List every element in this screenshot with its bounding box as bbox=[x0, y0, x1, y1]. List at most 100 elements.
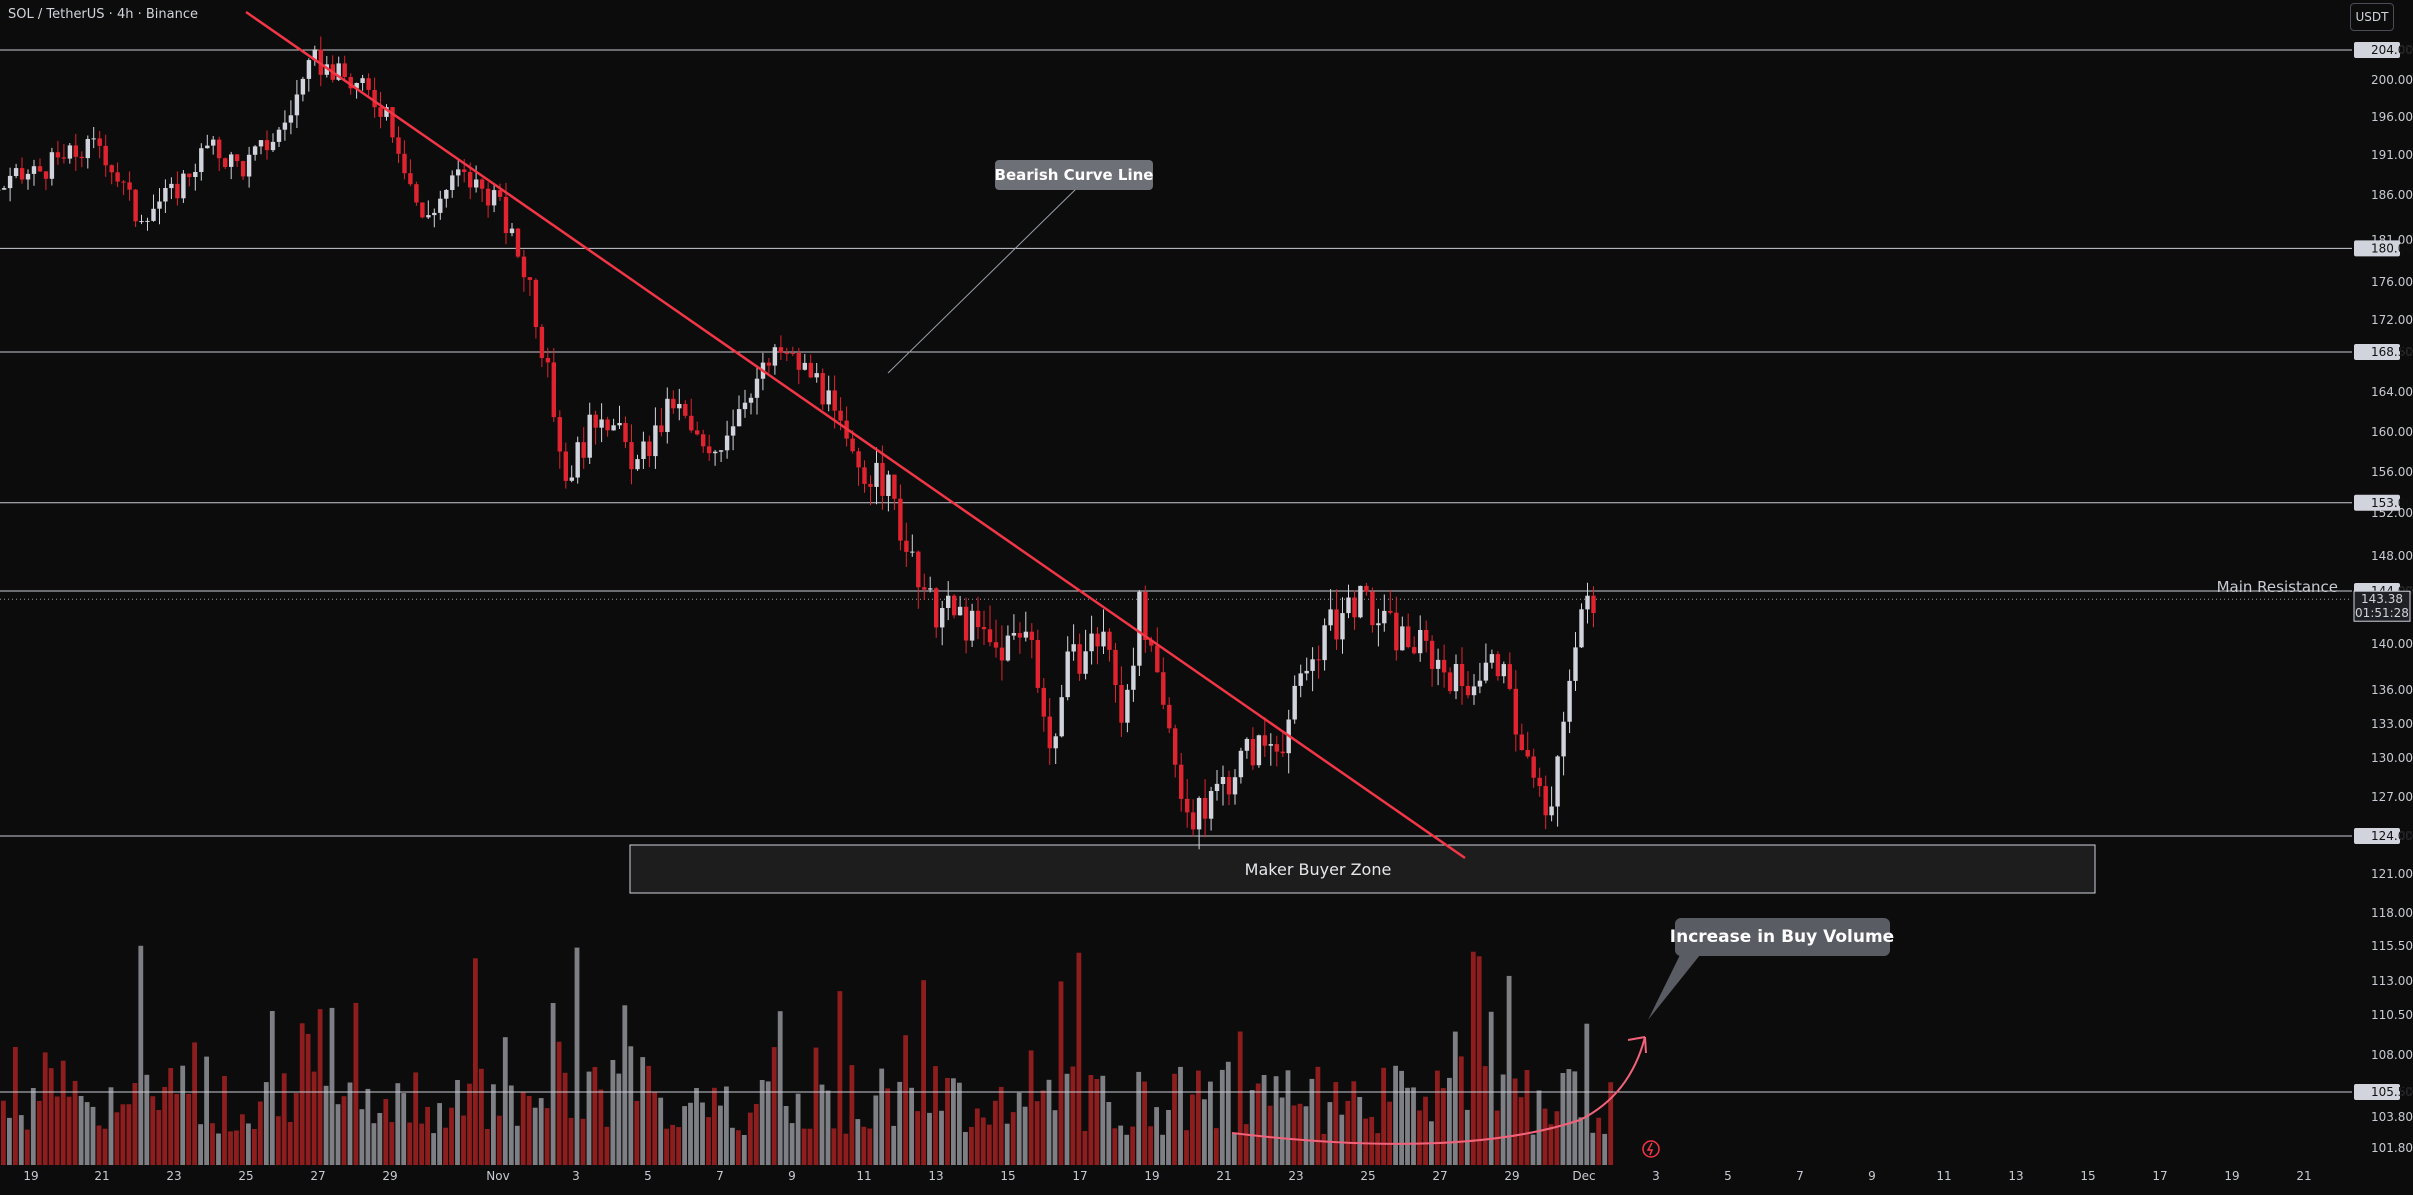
candle-body bbox=[414, 184, 418, 202]
candle-body bbox=[1257, 735, 1261, 765]
volume-bar bbox=[437, 1103, 442, 1165]
volume-bar bbox=[186, 1094, 191, 1165]
volume-bar bbox=[1190, 1095, 1195, 1166]
candle-body bbox=[295, 95, 299, 116]
volume-bar bbox=[1130, 1127, 1135, 1165]
volume-bar bbox=[987, 1125, 992, 1165]
candle-body bbox=[952, 596, 956, 616]
candle-body bbox=[1400, 626, 1404, 650]
candle-body bbox=[1089, 634, 1093, 652]
volume-bar bbox=[1537, 1091, 1542, 1166]
candle-body bbox=[1591, 596, 1595, 613]
volume-bar bbox=[1513, 1079, 1518, 1166]
candle-body bbox=[229, 154, 233, 167]
volume-bar bbox=[336, 1104, 341, 1165]
volume-bar bbox=[246, 1124, 251, 1166]
volume-bar bbox=[1608, 1082, 1613, 1165]
candle-body bbox=[1370, 592, 1374, 625]
volume-bar bbox=[419, 1124, 424, 1165]
candle-body bbox=[307, 60, 311, 79]
candle-body bbox=[749, 398, 753, 403]
candle-body bbox=[438, 199, 442, 213]
currency-button[interactable]: USDT bbox=[2350, 3, 2394, 31]
volume-bar bbox=[1369, 1117, 1374, 1165]
volume-bar bbox=[1292, 1105, 1297, 1165]
volume-bar bbox=[401, 1093, 406, 1165]
volume-bar bbox=[276, 1116, 281, 1165]
volume-bar bbox=[616, 1074, 621, 1165]
candle-body bbox=[444, 190, 448, 199]
volume-bar bbox=[324, 1086, 329, 1165]
candle-body bbox=[1179, 765, 1183, 799]
volume-bar bbox=[1100, 1076, 1105, 1165]
volume-bar bbox=[1083, 1131, 1088, 1165]
symbol-title: SOL / TetherUS · 4h · Binance bbox=[8, 7, 198, 22]
volume-bar bbox=[688, 1103, 693, 1165]
volume-bar bbox=[1483, 1066, 1488, 1165]
volume-bar bbox=[497, 1116, 502, 1165]
candle-body bbox=[540, 327, 544, 358]
candle-body bbox=[301, 79, 305, 95]
volume-bar bbox=[372, 1123, 377, 1165]
price-axis[interactable]: 204.00200.00196.00191.00186.00181.00176.… bbox=[2354, 42, 2413, 1155]
volume-bar bbox=[1023, 1107, 1028, 1165]
volume-bar bbox=[461, 1116, 466, 1166]
y-tick-label: 191.00 bbox=[2371, 148, 2413, 162]
volume-bar bbox=[1465, 1110, 1470, 1165]
candle-body bbox=[1364, 586, 1368, 592]
candle-body bbox=[193, 172, 197, 177]
candle-body bbox=[743, 403, 747, 409]
volume-bar bbox=[1459, 1056, 1464, 1165]
candle-body bbox=[1066, 652, 1070, 698]
y-tick-label: 118.00 bbox=[2371, 906, 2413, 920]
candle-body bbox=[74, 145, 78, 156]
candle-body bbox=[916, 552, 920, 588]
x-tick-label: 21 bbox=[1216, 1169, 1231, 1183]
candle-body bbox=[701, 434, 705, 446]
candle-body bbox=[1567, 681, 1571, 722]
candle-body bbox=[145, 221, 149, 222]
candle-body bbox=[1549, 807, 1553, 816]
candle-body bbox=[683, 404, 687, 416]
candle-body bbox=[1107, 632, 1111, 650]
volume-bar bbox=[742, 1135, 747, 1165]
y-tick-label: 136.00 bbox=[2371, 683, 2413, 697]
candle-body bbox=[1095, 634, 1099, 647]
volume-bar bbox=[348, 1083, 353, 1166]
candle-body bbox=[127, 182, 131, 189]
candle-body bbox=[1436, 660, 1440, 669]
candle-body bbox=[289, 115, 293, 122]
candle-body bbox=[44, 171, 48, 178]
x-tick-label: 25 bbox=[238, 1169, 253, 1183]
volume-bar bbox=[1411, 1087, 1416, 1165]
volume-bar bbox=[1602, 1134, 1607, 1165]
candle-body bbox=[1532, 757, 1536, 778]
volume-bar bbox=[838, 991, 843, 1165]
candle-body bbox=[110, 165, 114, 172]
candle-body bbox=[570, 478, 574, 481]
volume-bar bbox=[1477, 956, 1482, 1165]
volume-bar bbox=[222, 1076, 227, 1165]
volume-bar bbox=[1232, 1133, 1237, 1165]
candle-body bbox=[516, 229, 520, 257]
volume-bar bbox=[73, 1081, 78, 1165]
candle-body bbox=[1275, 744, 1279, 752]
volume-bar bbox=[1280, 1098, 1285, 1166]
x-tick-label: 27 bbox=[310, 1169, 325, 1183]
candle-body bbox=[725, 436, 729, 451]
y-tick-label: 140.00 bbox=[2371, 637, 2413, 651]
volume-bar bbox=[1017, 1093, 1022, 1165]
candle-body bbox=[38, 166, 42, 171]
candle-body bbox=[737, 409, 741, 426]
candle-body bbox=[588, 415, 592, 458]
volume-bar bbox=[1333, 1082, 1338, 1165]
volume-bar bbox=[1106, 1102, 1111, 1165]
volume-bar bbox=[306, 1034, 311, 1165]
candle-body bbox=[707, 446, 711, 453]
candle-body bbox=[187, 174, 191, 178]
candle-body bbox=[169, 184, 173, 188]
x-tick-label: 17 bbox=[2152, 1169, 2167, 1183]
